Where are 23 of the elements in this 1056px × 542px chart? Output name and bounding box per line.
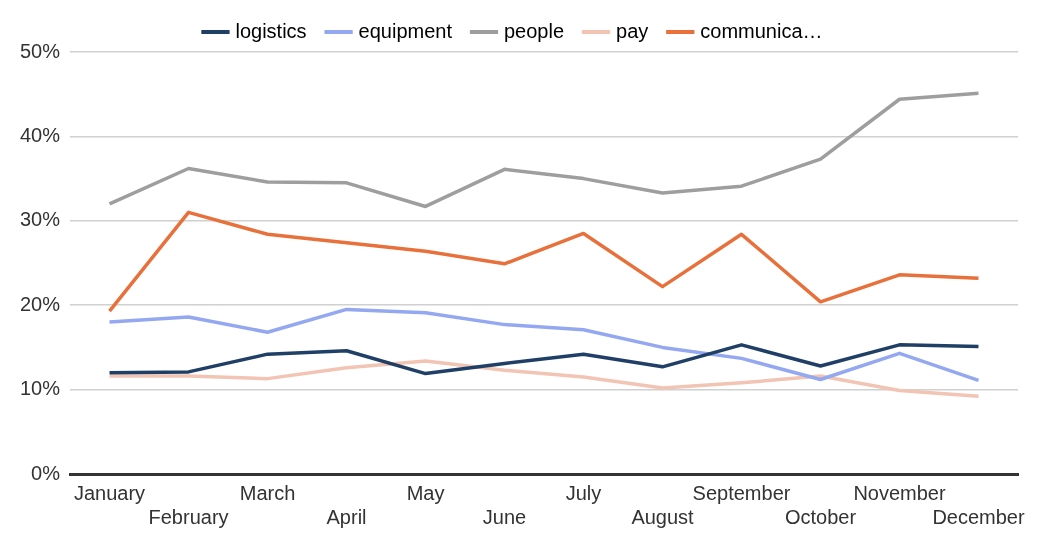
legend-label: communica…	[700, 19, 823, 42]
legend-label: pay	[616, 19, 649, 42]
x-tick-label: March	[239, 481, 296, 504]
x-tick-label: February	[148, 505, 229, 528]
y-tick-label: 0%	[31, 461, 61, 484]
x-tick-label: May	[406, 481, 445, 504]
x-tick-label: July	[565, 481, 602, 504]
x-tick-label: January	[73, 481, 146, 504]
x-tick-label: August	[631, 505, 695, 528]
x-tick-label: December	[932, 505, 1025, 528]
legend-label: logistics	[235, 19, 307, 42]
x-tick-label: November	[853, 481, 946, 504]
x-tick-label: September	[692, 481, 791, 504]
x-tick-label: June	[482, 505, 527, 528]
legend-label: people	[503, 19, 565, 42]
y-tick-label: 40%	[20, 123, 61, 146]
y-tick-label: 50%	[20, 39, 61, 62]
x-tick-label: October	[784, 505, 857, 528]
y-tick-label: 10%	[20, 377, 61, 400]
y-tick-label: 20%	[20, 292, 61, 315]
x-tick-label: April	[326, 505, 367, 528]
legend-label: equipment	[358, 19, 453, 42]
y-tick-label: 30%	[20, 208, 61, 231]
